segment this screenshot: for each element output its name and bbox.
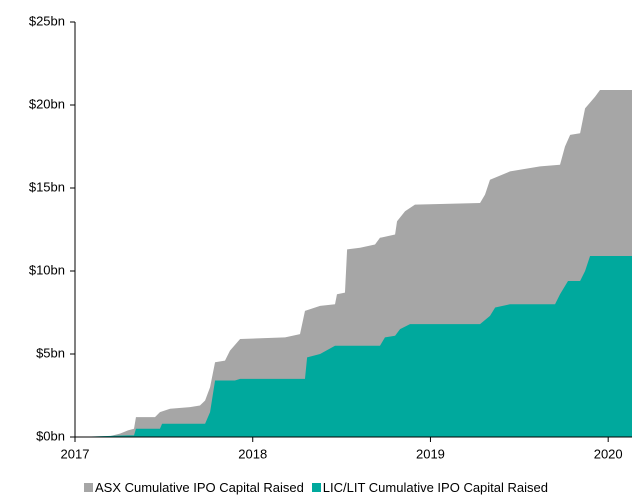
y-tick-label: $0bn [36, 428, 65, 443]
x-tick-label: 2019 [416, 446, 445, 461]
x-tick-label: 2017 [61, 446, 90, 461]
legend-swatch [311, 483, 321, 492]
legend-item: LIC/LIT Cumulative IPO Capital Raised [311, 480, 548, 495]
y-tick-label: $10bn [29, 262, 65, 277]
legend-item: ASX Cumulative IPO Capital Raised [83, 480, 304, 495]
legend-label: ASX Cumulative IPO Capital Raised [94, 480, 304, 495]
area [75, 256, 632, 437]
legend-swatch [83, 483, 93, 492]
y-tick-label: $20bn [29, 96, 65, 111]
x-tick-label: 2018 [238, 446, 267, 461]
y-tick-label: $5bn [36, 345, 65, 360]
y-tick-label: $25bn [29, 13, 65, 28]
y-tick-label: $15bn [29, 179, 65, 194]
legend-label: LIC/LIT Cumulative IPO Capital Raised [322, 480, 548, 495]
chart: $0bn $5bn $10bn $15bn $20bn $25bn 2017 2018 2019… [29, 13, 632, 461]
x-tick-label: 2020 [594, 446, 623, 461]
legend: ASX Cumulative IPO Capital Raised LIC/LIT… [0, 480, 632, 495]
